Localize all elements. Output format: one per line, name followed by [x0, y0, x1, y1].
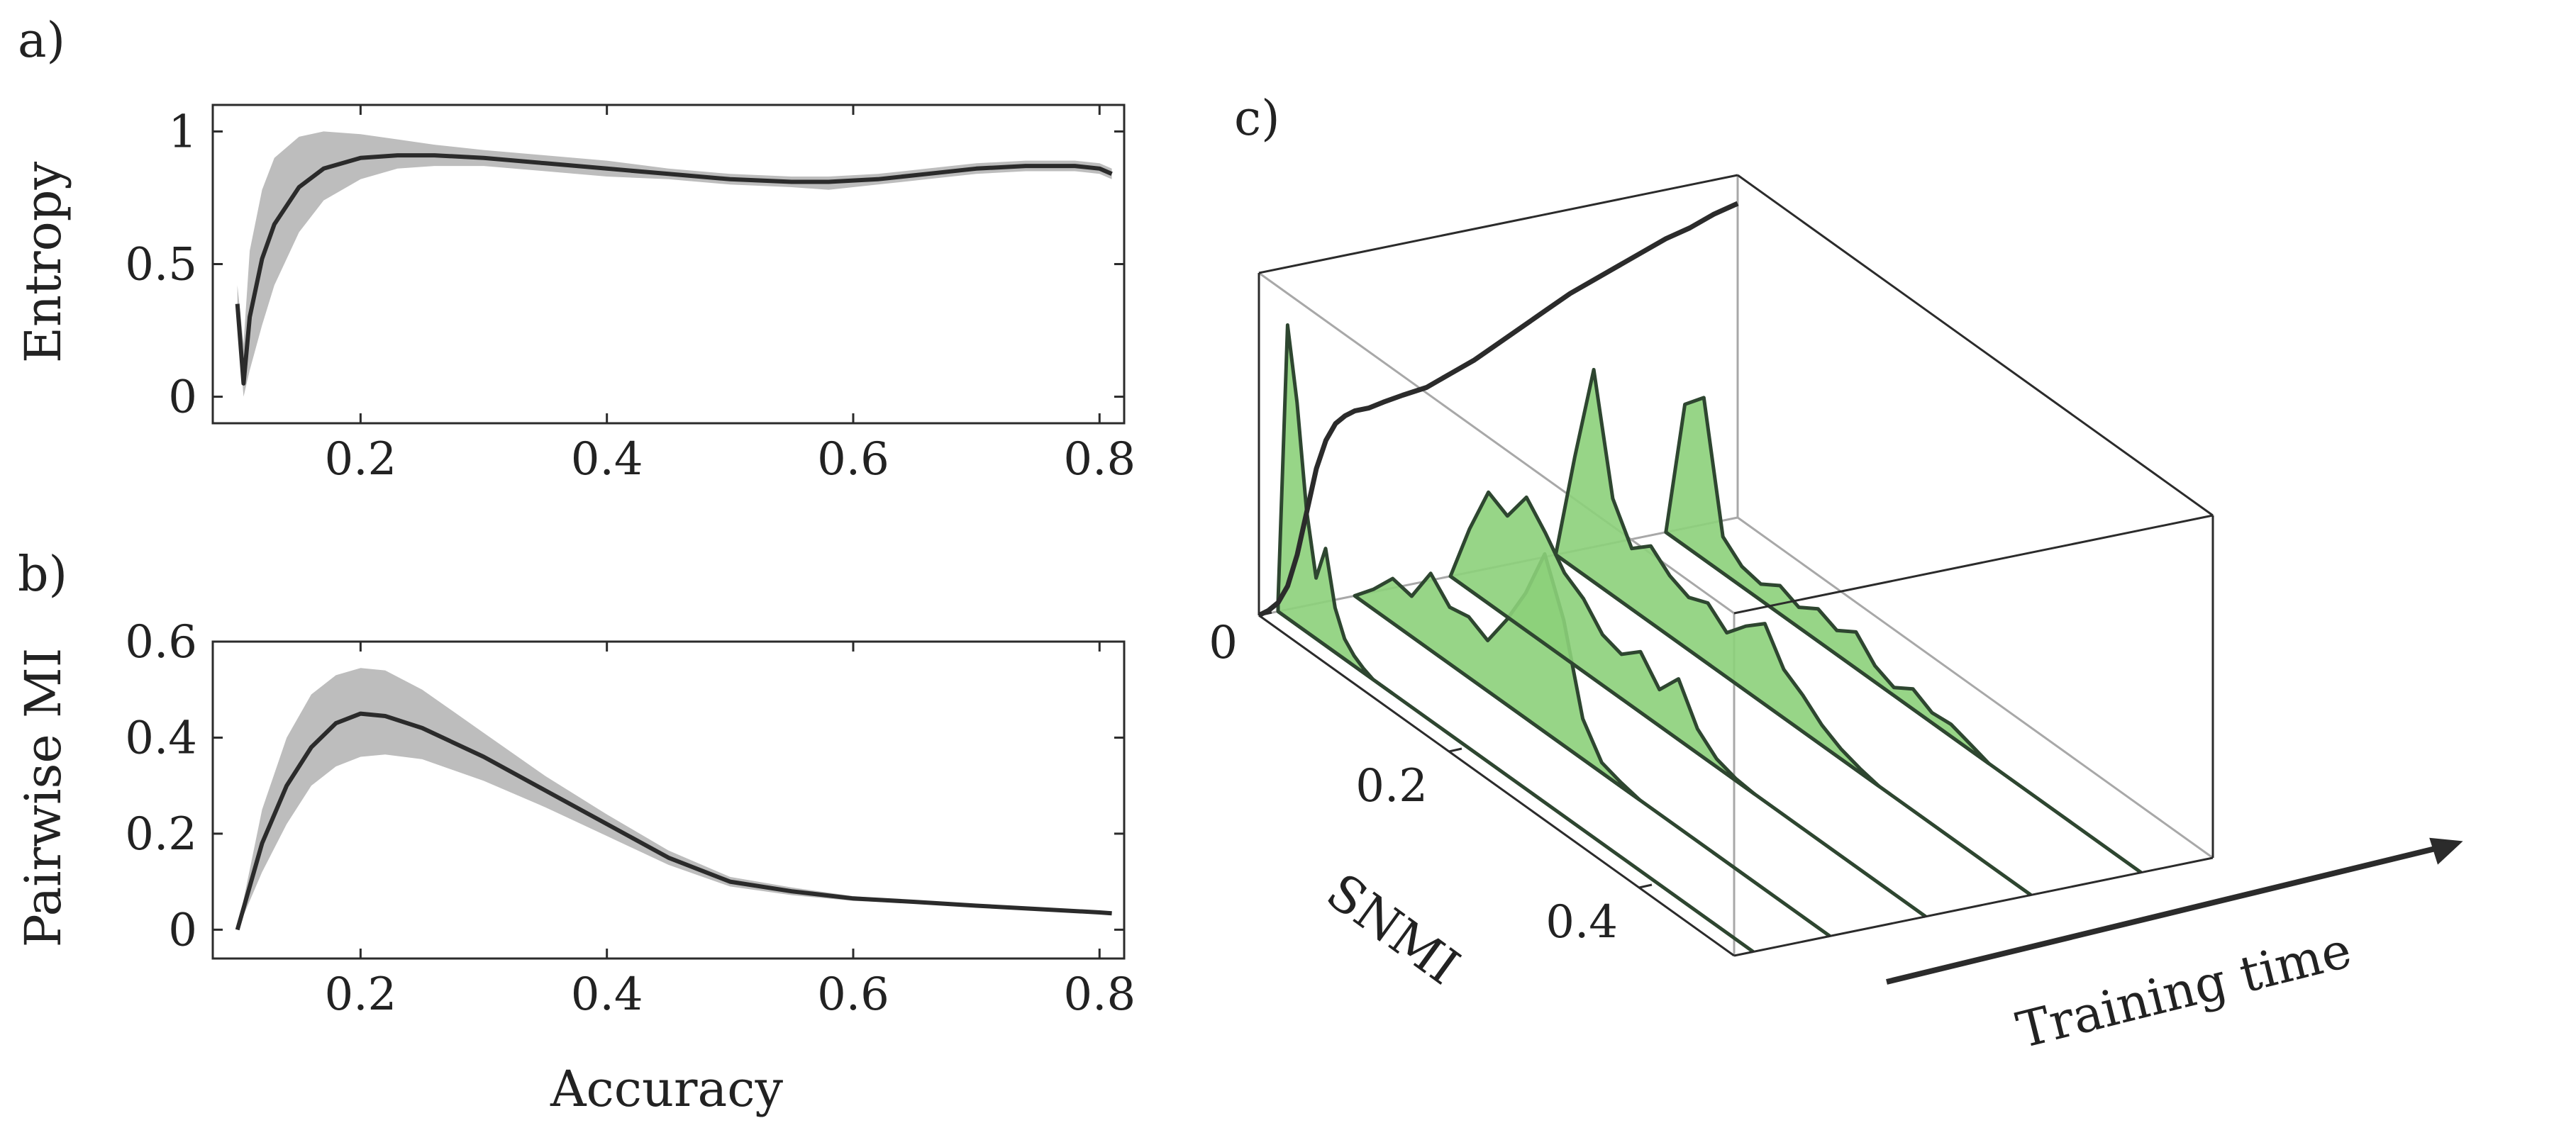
snmi-distribution — [1353, 552, 1642, 802]
box-edge — [1258, 614, 1735, 957]
panel-c-label: c) — [1234, 91, 1280, 147]
x-tick-label: 0.6 — [817, 433, 889, 486]
x-tick-label: 0.2 — [324, 433, 396, 486]
box-hidden-edge — [1737, 516, 2214, 859]
panel-a-plot: 0.2 0.4 0.6 0.8 0 0.5 1 — [125, 104, 1136, 486]
time-arrow-head — [2429, 837, 2463, 865]
panel-b-ylabel: Pairwise MI — [14, 648, 72, 948]
panel-a-label: a) — [18, 13, 65, 69]
panel-b-plot: 0.2 0.4 0.6 0.8 0 0.2 0.4 0.6 — [125, 616, 1136, 1021]
panel-b-xlabel: Accuracy — [550, 1060, 783, 1118]
depth-tick — [1638, 883, 1653, 889]
y-tick-label: 0.2 — [125, 808, 197, 861]
y-tick-label: 0.6 — [125, 616, 197, 669]
depth-axis-label: SNMI — [1316, 862, 1470, 996]
mean-line — [235, 711, 1112, 931]
panel-b-label: b) — [18, 547, 67, 603]
snmi-distribution — [1554, 367, 1881, 788]
mean-line — [235, 153, 1113, 386]
snmi-distribution — [1276, 323, 1394, 695]
panel-b: b) 0.2 0.4 0.6 0.8 0 0.2 0.4 0.6 Pairwise MI Ac… — [14, 547, 1136, 1118]
snmi-distribution — [1664, 396, 1991, 766]
box-edge — [1737, 174, 2214, 517]
x-tick-label: 0.6 — [817, 968, 889, 1021]
trend-line — [1258, 201, 1739, 618]
x-tick-label: 0.4 — [571, 968, 643, 1021]
x-tick-label: 0.8 — [1063, 433, 1136, 486]
box-edge — [1733, 514, 2214, 615]
box-edge — [1733, 856, 2214, 957]
x-tick-label: 0.8 — [1063, 968, 1136, 1021]
confidence-band — [237, 131, 1112, 397]
y-tick-label: 1 — [168, 106, 197, 158]
depth-tick — [1448, 747, 1462, 753]
depth-tick-label: 0.4 — [1545, 896, 1618, 949]
plot-frame — [211, 640, 1126, 960]
depth-tick-label: 0.2 — [1355, 760, 1428, 812]
y-tick-label: 0.4 — [125, 712, 197, 764]
snmi-distribution — [1448, 490, 1757, 796]
panel-a: a) 0.2 0.4 0.6 0.8 0 0.5 1 Entropy — [14, 13, 1136, 486]
time-arrow-shaft — [1886, 843, 2448, 985]
x-tick-label: 0.4 — [571, 433, 643, 486]
x-tick-label: 0.2 — [324, 968, 396, 1021]
y-tick-label: 0 — [168, 371, 197, 424]
y-tick-label: 0.5 — [125, 239, 197, 291]
panel-a-ylabel: Entropy — [14, 161, 72, 363]
depth-tick-label: 0 — [1209, 617, 1238, 669]
y-tick-label: 0 — [168, 904, 197, 956]
confidence-band — [237, 668, 1112, 930]
depth-tick — [1258, 611, 1272, 617]
box-edge — [1258, 174, 1738, 274]
